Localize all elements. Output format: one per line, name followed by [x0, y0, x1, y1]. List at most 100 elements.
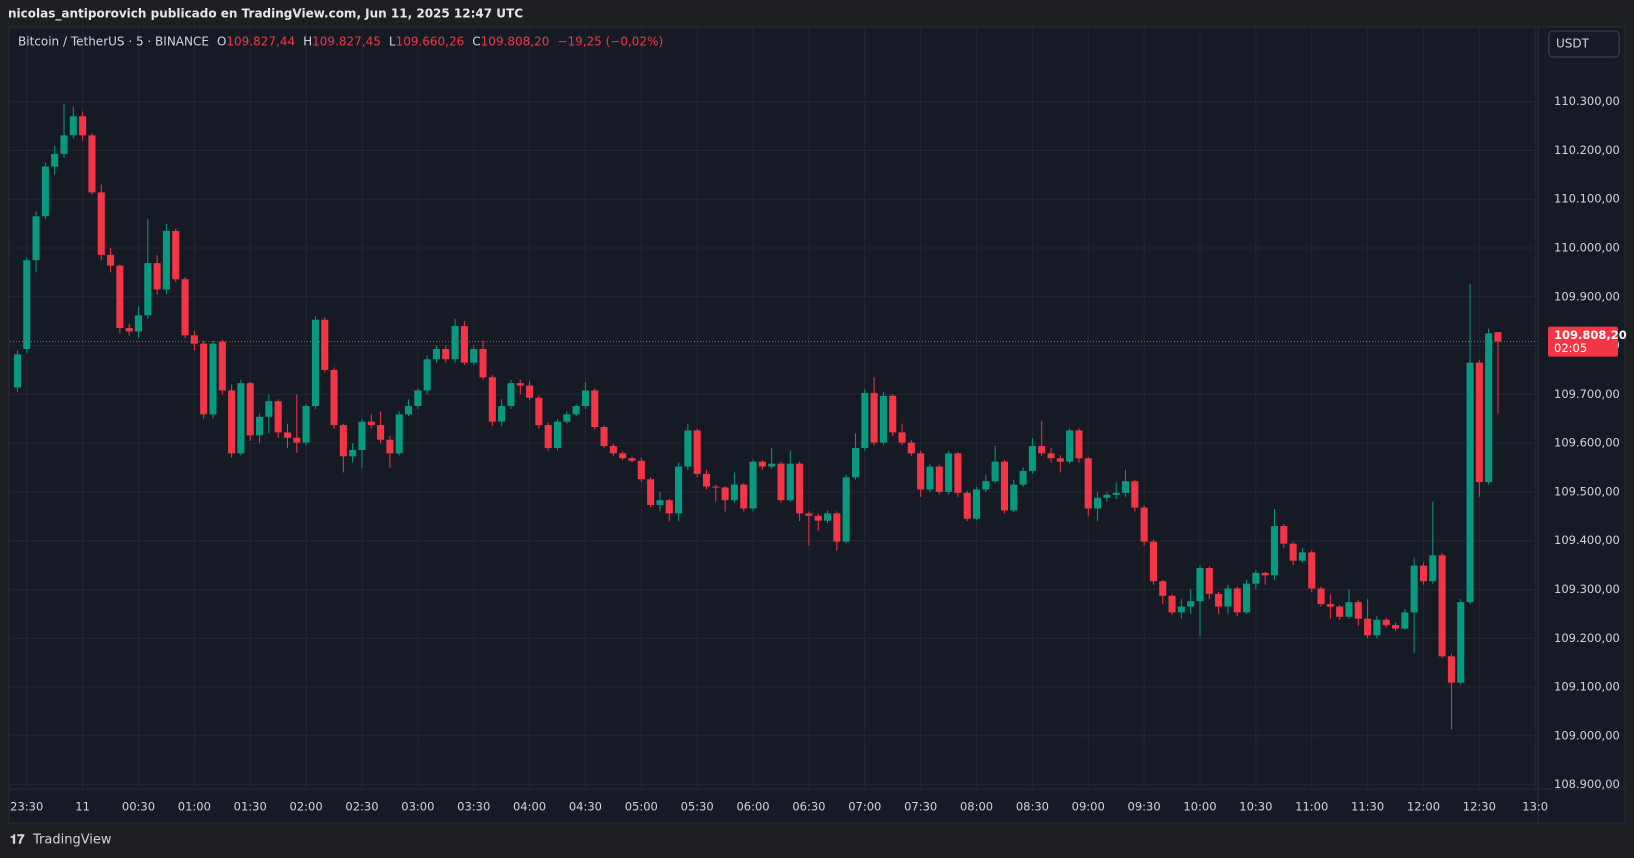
x-tick-label: 11:30	[1351, 800, 1384, 814]
x-tick-label: 08:30	[1016, 800, 1049, 814]
x-tick-label: 11:00	[1295, 800, 1328, 814]
x-tick-label: 23:30	[10, 800, 43, 814]
candle-body	[1261, 572, 1269, 576]
candle-body	[684, 430, 692, 467]
candle-body	[833, 513, 841, 542]
candle-body	[1094, 497, 1102, 509]
candle-body	[1326, 604, 1334, 607]
candle-body	[647, 479, 655, 506]
candle-body	[740, 484, 748, 509]
candle-body	[60, 135, 68, 154]
candle-body	[1494, 332, 1502, 342]
y-tick-label: 109.900,00	[1554, 289, 1620, 303]
candle-body	[1000, 461, 1008, 511]
candle-body	[600, 427, 608, 447]
candle-body	[1270, 526, 1279, 576]
candle-body	[1438, 555, 1446, 657]
candle-body	[1196, 568, 1204, 602]
x-tick-label: 01:00	[178, 800, 211, 814]
y-tick-label: 109.500,00	[1554, 484, 1620, 498]
y-tick-label: 109.300,00	[1554, 582, 1620, 596]
candle-body	[786, 463, 794, 501]
candle-body	[1373, 619, 1381, 636]
candle-body	[637, 460, 645, 480]
candle-body	[144, 263, 152, 316]
candle-body	[432, 348, 441, 360]
y-tick-label: 109.000,00	[1554, 728, 1620, 742]
candle-body	[1429, 555, 1437, 582]
candle-body	[1391, 625, 1400, 629]
candle-body	[553, 421, 562, 449]
candle-body	[200, 343, 208, 415]
x-tick-label: 02:00	[290, 800, 323, 814]
y-tick-label: 110.200,00	[1554, 143, 1620, 157]
brand-name: TradingView	[32, 833, 112, 848]
candle-body	[274, 401, 282, 433]
x-tick-label: 07:30	[904, 800, 937, 814]
candle-body	[1103, 494, 1111, 498]
candle-body	[1028, 446, 1036, 471]
candle-body	[1177, 606, 1185, 613]
candle-body	[79, 116, 87, 136]
legend-key: L	[389, 35, 396, 49]
x-tick-label: 12:00	[1407, 800, 1440, 814]
candle-body	[321, 319, 329, 370]
x-tick-label: 06:00	[736, 800, 769, 814]
candle-body	[358, 421, 366, 450]
candle-body	[153, 263, 161, 290]
countdown-label: 02:05	[1554, 341, 1587, 355]
x-tick-label: 05:00	[625, 800, 658, 814]
candle-body	[460, 326, 468, 363]
candle-body	[591, 390, 599, 428]
candle-body	[991, 461, 999, 482]
candle-body	[861, 392, 869, 449]
candle-body	[442, 348, 450, 360]
candle-body	[526, 385, 534, 398]
candle-body	[107, 254, 115, 266]
x-tick-label: 00:30	[122, 800, 155, 814]
candle-body	[1364, 618, 1372, 636]
candle-body	[1485, 333, 1493, 483]
candle-body	[693, 430, 701, 474]
candle-body	[1224, 588, 1232, 607]
candle-body	[870, 392, 878, 443]
candle-body	[302, 406, 310, 443]
candle-body	[1308, 552, 1316, 589]
candle-body	[1019, 470, 1027, 485]
candle-body	[1280, 526, 1288, 544]
x-tick-label: 12:30	[1463, 800, 1496, 814]
x-tick-label: 04:00	[513, 800, 546, 814]
candle-body	[563, 414, 571, 422]
brand-logo: 𝟏𝟕	[10, 833, 25, 848]
currency-label: USDT	[1556, 37, 1590, 51]
candle-body	[535, 397, 543, 426]
candle-body	[367, 421, 375, 426]
candle-body	[190, 335, 198, 344]
candle-body	[13, 354, 21, 388]
candle-body	[1475, 362, 1483, 483]
y-tick-label: 110.300,00	[1554, 94, 1620, 108]
currency-button[interactable]	[1548, 30, 1620, 58]
legend-change: −19,25 (−0,02%)	[557, 35, 663, 49]
x-tick-label: 13:0	[1522, 800, 1548, 814]
candle-body	[945, 453, 953, 492]
x-tick-label: 05:30	[681, 800, 714, 814]
candle-body	[181, 279, 189, 336]
candle-body	[97, 192, 105, 255]
x-tick-label: 11	[75, 800, 90, 814]
candle-body	[1066, 430, 1074, 462]
candle-body	[814, 515, 822, 521]
candle-body	[1289, 543, 1297, 561]
candle-body	[1233, 588, 1241, 613]
x-tick-label: 01:30	[234, 800, 267, 814]
candle-body	[1419, 565, 1428, 582]
candle-body	[982, 481, 990, 490]
candle-body	[675, 466, 683, 514]
x-tick-label: 08:00	[960, 800, 993, 814]
x-tick-label: 10:00	[1183, 800, 1216, 814]
candle-body	[404, 406, 413, 415]
candle-body	[1121, 481, 1130, 493]
candle-body	[1056, 458, 1064, 462]
candle-body	[907, 442, 915, 454]
candle-body	[581, 390, 589, 407]
